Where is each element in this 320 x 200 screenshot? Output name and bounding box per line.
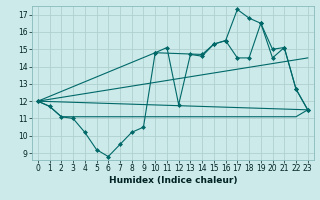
X-axis label: Humidex (Indice chaleur): Humidex (Indice chaleur) (108, 176, 237, 185)
